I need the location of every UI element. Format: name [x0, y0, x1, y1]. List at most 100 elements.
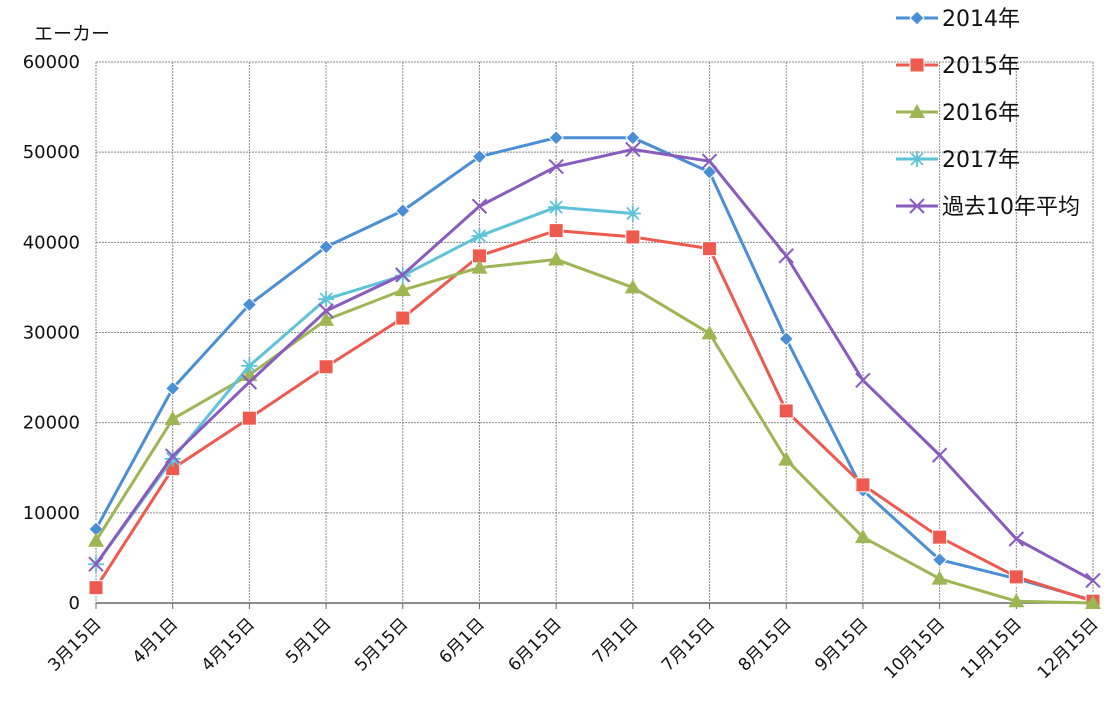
y-axis-label: エーカー	[34, 23, 110, 45]
data-point	[909, 198, 925, 214]
legend-label: 2017年	[942, 148, 1020, 173]
data-point	[931, 447, 948, 463]
x-tick-label: 10月15日	[880, 614, 949, 683]
series-group	[88, 130, 1101, 609]
y-tick-label: 60000	[23, 52, 80, 73]
data-point	[318, 311, 335, 326]
x-tick-label: 3月15日	[44, 614, 105, 675]
data-point	[471, 259, 488, 274]
data-point	[318, 359, 334, 375]
legend-label: 2014年	[942, 7, 1020, 32]
series-5	[88, 141, 1101, 589]
data-point	[1008, 593, 1025, 608]
data-point	[909, 57, 925, 73]
y-tick-label: 10000	[23, 503, 80, 524]
data-point	[318, 291, 335, 308]
data-point	[1085, 595, 1101, 609]
legend-label: 2016年	[942, 101, 1020, 126]
y-tick-label: 30000	[23, 323, 80, 344]
legend-item-5: 過去10年平均	[896, 195, 1080, 220]
data-point	[932, 529, 948, 545]
data-point	[701, 164, 718, 180]
legend-label: 2015年	[942, 54, 1020, 79]
data-point	[909, 10, 925, 26]
legend-label: 過去10年平均	[942, 195, 1080, 220]
data-point	[624, 279, 641, 294]
data-point	[701, 153, 718, 169]
series-line	[94, 257, 1094, 605]
data-point	[318, 239, 334, 255]
data-point	[394, 282, 411, 297]
x-tick-label: 11月15日	[957, 614, 1026, 683]
grid	[95, 61, 1094, 609]
series-line	[94, 147, 1094, 582]
x-tick-label: 7月1日	[589, 614, 642, 667]
data-point	[471, 148, 488, 165]
x-tick-label: 12月15日	[1034, 614, 1103, 683]
data-point	[164, 448, 181, 464]
series-2	[88, 223, 1101, 609]
data-point	[88, 556, 104, 572]
data-point	[625, 229, 641, 245]
data-point	[855, 477, 871, 493]
x-tick-label: 6月15日	[505, 614, 566, 675]
data-point	[1085, 572, 1101, 589]
data-point	[702, 241, 718, 257]
data-point	[548, 223, 564, 239]
data-point	[471, 228, 488, 245]
x-tick-label: 4月15日	[198, 614, 259, 675]
y-tick-label: 50000	[23, 142, 80, 163]
legend-item-1: 2014年	[896, 7, 1020, 32]
series-3	[88, 251, 1101, 609]
data-point	[931, 570, 948, 585]
data-point	[625, 130, 641, 146]
x-tick-label: 8月15日	[735, 614, 796, 675]
data-point	[778, 331, 794, 347]
data-point	[548, 251, 565, 266]
data-point	[395, 203, 411, 219]
y-tick-label: 40000	[23, 232, 80, 253]
data-point	[909, 104, 925, 118]
data-point	[548, 199, 565, 216]
legend-item-2: 2015年	[896, 54, 1020, 79]
x-tick-label: 6月1日	[436, 614, 489, 667]
data-point	[318, 303, 334, 319]
data-point	[164, 450, 181, 467]
x-ticks: 3月15日 4月1日 4月15日 5月1日 5月15日 6月1日 6月15日 7月1日 7月15…	[44, 614, 1102, 683]
data-point	[855, 372, 871, 388]
data-point	[241, 410, 257, 426]
x-tick-label: 7月15日	[658, 614, 719, 675]
data-point	[778, 248, 794, 264]
data-point	[624, 205, 641, 222]
series-line	[94, 136, 1094, 602]
data-point	[1008, 531, 1025, 547]
legend-item-4: 2017年	[896, 148, 1020, 173]
x-tick-label: 5月15日	[351, 614, 412, 675]
data-point	[88, 532, 104, 547]
data-point	[701, 325, 718, 340]
y-tick-label: 0	[69, 593, 80, 614]
data-point	[241, 357, 258, 374]
data-point	[625, 141, 641, 158]
series-line	[94, 229, 1094, 603]
data-point	[778, 403, 794, 419]
data-point	[164, 380, 181, 397]
data-point	[548, 158, 564, 175]
data-point	[1008, 569, 1024, 585]
data-point	[854, 529, 871, 544]
y-tick-label: 20000	[23, 413, 80, 434]
data-point	[931, 552, 948, 568]
data-point	[88, 580, 104, 596]
data-point	[548, 130, 564, 146]
data-point	[778, 451, 795, 466]
data-point	[164, 411, 181, 426]
data-point	[241, 296, 258, 313]
legend-item-3: 2016年	[896, 101, 1020, 126]
x-tick-label: 9月15日	[811, 614, 872, 675]
x-tick-label: 4月1日	[129, 614, 182, 667]
data-point	[395, 267, 411, 283]
data-point	[471, 198, 488, 214]
data-point	[241, 374, 258, 390]
